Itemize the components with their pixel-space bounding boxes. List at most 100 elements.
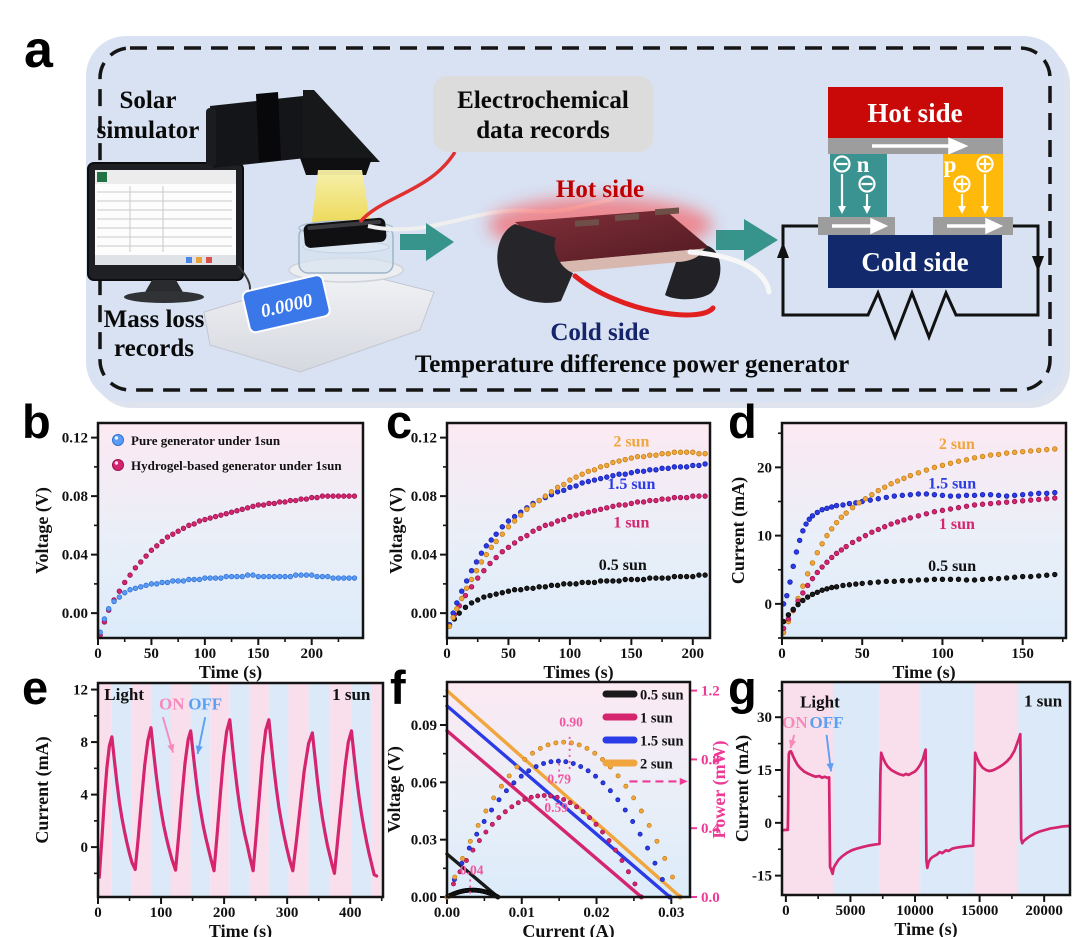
- svg-text:-15: -15: [752, 869, 772, 885]
- svg-text:0.04: 0.04: [460, 863, 484, 878]
- svg-text:0.01: 0.01: [509, 905, 535, 921]
- device-frame-left: [497, 224, 573, 303]
- teg-caption: Temperature difference power generator: [415, 351, 849, 378]
- svg-text:0: 0: [81, 840, 89, 856]
- svg-text:0.04: 0.04: [411, 548, 438, 564]
- svg-text:8: 8: [81, 735, 89, 751]
- svg-text:100: 100: [559, 646, 582, 662]
- svg-text:1.5 sun: 1.5 sun: [607, 476, 655, 493]
- svg-text:Hydrogel-based generator under: Hydrogel-based generator under 1sun: [131, 458, 342, 473]
- chart-g-series: [780, 732, 1071, 876]
- svg-text:0: 0: [443, 646, 451, 662]
- chart-voltage-vs-time-suns: 0 50 100 150 200 0.00 0.04 0.08 0.12 Times (s) Vol…: [386, 421, 712, 683]
- chart-b-plot-bg: [98, 423, 363, 638]
- svg-text:1.5 sun: 1.5 sun: [640, 734, 684, 750]
- chart-f-plot-bg: [447, 682, 690, 897]
- chart-e-y-axis-title: Current (mA): [32, 736, 53, 843]
- chart-b-x-axis-title: Time (s): [199, 662, 262, 683]
- chart-d-plot-bg: [782, 423, 1066, 638]
- svg-text:1 sun: 1 sun: [640, 711, 673, 727]
- solar-simulator-label-2: simulator: [97, 117, 200, 144]
- device-hot-side-label: Hot side: [556, 176, 644, 203]
- panel-letter-f: f: [390, 661, 406, 714]
- svg-text:30: 30: [757, 710, 772, 726]
- chart-d-y-axis-title: Current (mA): [728, 477, 749, 584]
- svg-text:4: 4: [81, 788, 89, 804]
- solar-simulator-label-1: Solar: [120, 87, 177, 114]
- svg-text:0.02: 0.02: [583, 905, 609, 921]
- svg-text:1 sun: 1 sun: [939, 516, 975, 533]
- panel-letter-b: b: [22, 395, 51, 448]
- svg-text:0: 0: [765, 816, 773, 832]
- chart-e-annotations: Light ON OFF 1 sun: [104, 685, 371, 755]
- circuit-wire: [781, 224, 1040, 342]
- svg-text:12: 12: [73, 683, 88, 699]
- cold-side-block: [828, 235, 1002, 288]
- svg-text:0.4: 0.4: [701, 821, 720, 837]
- svg-text:0.59: 0.59: [544, 800, 568, 815]
- svg-text:0.79: 0.79: [547, 771, 571, 786]
- monitor-mass-loss: [87, 162, 257, 303]
- svg-text:Light: Light: [800, 692, 840, 711]
- chart-b-legend: Pure generator under 1sun Hydrogel-based …: [112, 433, 342, 473]
- svg-text:0.09: 0.09: [411, 718, 437, 734]
- svg-text:0.12: 0.12: [411, 431, 437, 447]
- svg-text:0.08: 0.08: [411, 489, 437, 505]
- svg-text:10: 10: [757, 529, 772, 545]
- svg-text:150: 150: [620, 646, 643, 662]
- excel-icon: [97, 172, 107, 182]
- svg-text:2 sun: 2 sun: [939, 436, 975, 453]
- svg-text:100: 100: [194, 646, 217, 662]
- svg-text:200: 200: [682, 646, 705, 662]
- current-arrow-down: [1032, 256, 1044, 272]
- svg-text:0.5 sun: 0.5 sun: [928, 558, 976, 575]
- chart-c-annotations: 2 sun 1.5 sun 1 sun 0.5 sun: [599, 433, 656, 574]
- chart-g-y-axis-title: Current (mA): [732, 735, 753, 842]
- svg-text:2 sun: 2 sun: [640, 757, 673, 773]
- panel-letter-e: e: [22, 661, 49, 714]
- chart-c-axes: 0 50 100 150 200 0.00 0.04 0.08 0.12 Times (s) Vol…: [386, 431, 704, 683]
- chart-b-series: [97, 493, 358, 638]
- chart-current-cycling: 0 100 200 300 400 0 4 8 12 Time (s) Current (mA) Li…: [32, 681, 385, 937]
- svg-text:0.0: 0.0: [701, 890, 720, 906]
- chart-g-annotations: Light ON OFF 1 sun: [782, 692, 1063, 772]
- svg-text:Pure generator under 1sun: Pure generator under 1sun: [131, 433, 281, 448]
- device-top-plate: [515, 210, 710, 262]
- chart-e-axes: 0 100 200 300 400 0 4 8 12 Time (s) Current (mA): [32, 683, 383, 937]
- svg-text:1 sun: 1 sun: [613, 515, 649, 532]
- chart-voltage-vs-time-comparison: 0 50 100 150 200 0.00 0.04 0.08 0.12 Time (s) Volt…: [32, 421, 365, 683]
- svg-text:50: 50: [144, 646, 159, 662]
- chart-current-vs-time-suns: 0 50 100 150 0 10 20 Time (s) Current (mA) 2 sun 1…: [728, 421, 1068, 683]
- svg-text:50: 50: [855, 646, 870, 662]
- svg-text:100: 100: [150, 905, 173, 921]
- chart-c-frame: [445, 421, 712, 640]
- svg-text:100: 100: [931, 646, 954, 662]
- svg-text:2 sun: 2 sun: [613, 433, 649, 450]
- red-probe-wire: [358, 151, 457, 224]
- svg-text:0: 0: [778, 646, 786, 662]
- svg-text:Light: Light: [104, 685, 144, 704]
- svg-text:50: 50: [501, 646, 516, 662]
- svg-text:0.08: 0.08: [62, 489, 88, 505]
- device-frame-right: [665, 246, 721, 300]
- svg-text:0: 0: [782, 903, 790, 919]
- chart-c-series: [446, 449, 708, 629]
- chart-f-axes: 0.00 0.01 0.02 0.03 0.00 0.03 0.06 0.09 0.0 0.4 0.…: [384, 684, 730, 937]
- svg-text:0.03: 0.03: [658, 905, 684, 921]
- svg-text:OFF: OFF: [810, 713, 844, 732]
- hot-side-block: [828, 87, 1003, 138]
- chart-long-term-cycling: 0 5000 10000 15000 20000 -15 0 15 30 Time (s) Curr…: [732, 680, 1072, 937]
- chart-b-axes: 0 50 100 150 200 0.00 0.04 0.08 0.12 Time (s) Volt…: [32, 431, 340, 683]
- svg-text:20: 20: [757, 460, 772, 476]
- hydrogel-device: [488, 197, 772, 318]
- device-white-wire: [687, 249, 772, 295]
- workflow-arrow-1: [400, 223, 454, 261]
- chart-d-axes: 0 50 100 150 0 10 20 Time (s) Current (mA): [728, 432, 1064, 683]
- svg-text:ON: ON: [782, 713, 808, 732]
- svg-text:150: 150: [247, 646, 270, 662]
- teg-n-label: n: [857, 152, 870, 177]
- chart-f-series: [444, 688, 683, 900]
- svg-text:0.5 sun: 0.5 sun: [599, 557, 647, 574]
- panel-letter-g: g: [728, 661, 757, 714]
